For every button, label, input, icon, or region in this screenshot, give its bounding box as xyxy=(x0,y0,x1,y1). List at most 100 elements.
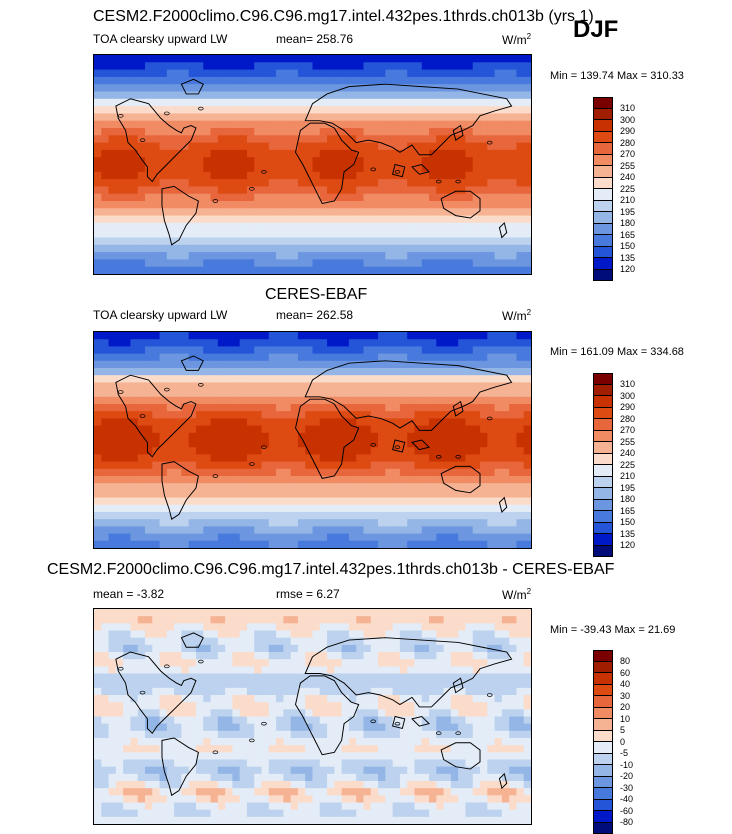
map-cell xyxy=(94,447,102,455)
map-cell xyxy=(356,637,365,646)
map-cell xyxy=(334,695,343,703)
map-cell xyxy=(494,208,503,217)
map-cell xyxy=(312,652,321,660)
map-cell xyxy=(392,644,401,653)
map-cell xyxy=(414,215,423,224)
map-cell xyxy=(348,142,357,151)
map-cell xyxy=(166,62,175,71)
map-cell xyxy=(217,237,226,246)
map-cell xyxy=(480,120,488,129)
map-cell xyxy=(188,418,197,427)
map-cell xyxy=(232,533,241,542)
map-cell xyxy=(232,76,241,85)
map-cell xyxy=(319,723,328,732)
map-cell xyxy=(458,142,467,151)
map-cell xyxy=(472,106,481,115)
map-cell xyxy=(501,157,510,166)
map-cell xyxy=(494,418,503,427)
map-cell xyxy=(399,432,408,441)
map-cell xyxy=(523,666,531,675)
map-cell xyxy=(261,113,270,122)
map-cell xyxy=(312,113,321,122)
map-cell xyxy=(137,659,146,667)
colorbar-swatch xyxy=(593,442,613,454)
island-outline xyxy=(370,443,376,447)
map-cell xyxy=(356,360,365,369)
map-cell xyxy=(159,540,168,548)
map-cell xyxy=(232,259,241,268)
map-cell xyxy=(385,540,394,548)
map-cell xyxy=(392,164,401,173)
map-cell xyxy=(443,644,452,653)
map-cell xyxy=(523,483,531,491)
map-cell xyxy=(159,425,168,434)
map-cell xyxy=(341,468,350,477)
map-cell xyxy=(319,623,328,632)
map-cell xyxy=(399,164,408,173)
map-cell xyxy=(399,504,408,513)
map-cell xyxy=(480,752,488,761)
map-cell xyxy=(450,673,459,682)
map-cell xyxy=(378,230,386,239)
map-cell xyxy=(188,630,197,639)
map-cell xyxy=(130,637,139,646)
map-cell xyxy=(203,425,212,434)
map-cell xyxy=(363,533,372,542)
map-cell xyxy=(232,519,241,527)
map-cell xyxy=(429,483,437,491)
map-cell xyxy=(523,55,531,63)
map-cell xyxy=(319,687,328,696)
map-cell xyxy=(174,142,183,151)
map-cell xyxy=(246,652,255,660)
map-cell xyxy=(487,411,496,419)
map-cell xyxy=(297,702,306,710)
map-cell xyxy=(188,659,197,667)
map-cell xyxy=(210,461,219,470)
map-cell xyxy=(108,157,117,166)
map-cell xyxy=(137,396,146,405)
map-cell xyxy=(159,752,168,761)
map-cell xyxy=(166,519,175,527)
map-cell xyxy=(246,404,255,412)
map-cell xyxy=(341,244,350,253)
colorbar-swatch xyxy=(593,522,613,534)
map-cell xyxy=(137,142,146,151)
map-cell xyxy=(305,113,314,122)
map-cell xyxy=(334,69,343,78)
map-cell xyxy=(465,752,474,761)
map-cell xyxy=(130,695,139,703)
map-cell xyxy=(115,382,124,391)
map-cell xyxy=(385,120,394,129)
map-cell xyxy=(392,476,401,484)
map-cell xyxy=(480,164,488,173)
map-cell xyxy=(276,504,284,513)
map-cell xyxy=(399,512,408,520)
map-cell xyxy=(101,237,110,246)
map-cell xyxy=(378,680,386,689)
map-cell xyxy=(443,490,452,499)
map-cell xyxy=(443,476,452,484)
map-cell xyxy=(217,432,226,441)
map-cell xyxy=(443,533,452,542)
map-cell xyxy=(152,135,161,144)
map-cell xyxy=(101,120,110,129)
map-cell xyxy=(494,630,503,639)
map-cell xyxy=(385,389,394,398)
map-cell xyxy=(261,418,270,427)
map-cell xyxy=(123,695,132,703)
map-cell xyxy=(312,193,321,202)
map-cell xyxy=(407,659,416,667)
map-cell xyxy=(276,120,284,129)
map-cell xyxy=(509,339,518,347)
map-cell xyxy=(407,360,416,369)
map-cell xyxy=(94,533,102,542)
map-cell xyxy=(195,483,204,491)
map-cell xyxy=(305,497,314,506)
map-cell xyxy=(217,497,226,506)
map-cell xyxy=(494,91,503,100)
map-cell xyxy=(480,382,488,391)
map-cell xyxy=(297,659,306,667)
map-cell xyxy=(385,673,394,682)
map-cell xyxy=(312,490,321,499)
map-cell xyxy=(225,346,233,355)
